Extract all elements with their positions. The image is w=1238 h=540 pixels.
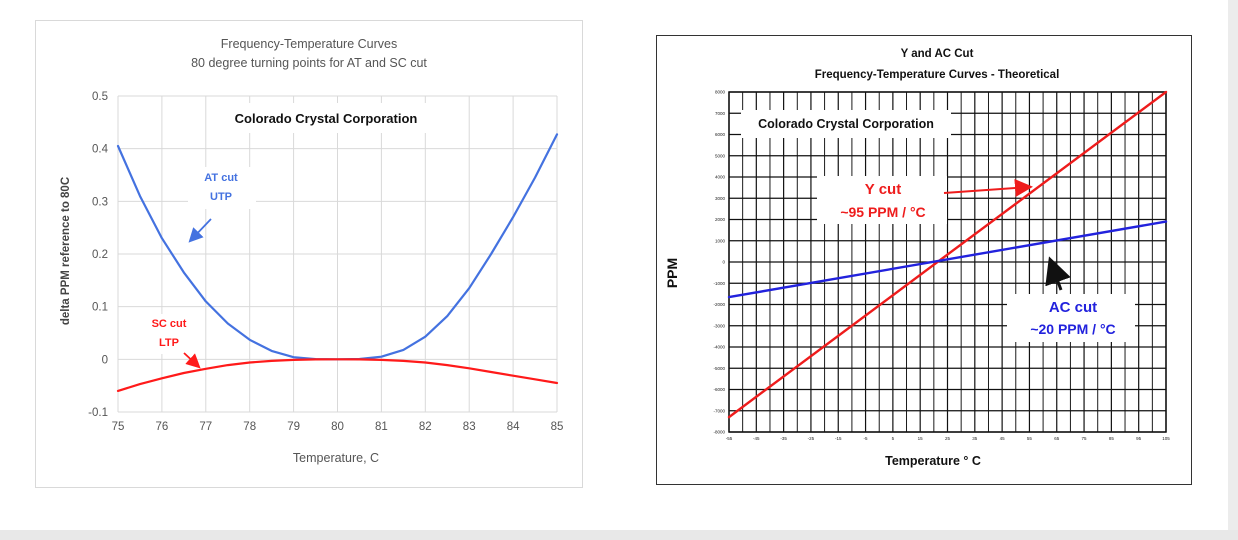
y-cut-pointer-arrow — [943, 179, 1033, 197]
chart1-x-tick-label: 82 — [419, 421, 432, 433]
chart1-x-tick-label: 84 — [507, 421, 520, 433]
ac-cut-label-box — [1007, 294, 1135, 342]
bottom-margin-strip — [0, 530, 1238, 540]
chart2-x-tick-label: -15 — [835, 436, 842, 441]
chart1-x-tick-label: 76 — [156, 421, 169, 433]
sc-cut-ltp-line — [116, 358, 559, 392]
chart2-title: Y and AC Cut — [901, 48, 974, 60]
chart1-x-tick-label: 77 — [199, 421, 212, 433]
chart2-x-tick-label: 45 — [1000, 436, 1006, 441]
at-cut-label-box — [188, 167, 256, 209]
chart1-x-tick-label: 79 — [287, 421, 300, 433]
chart1-series — [116, 133, 559, 392]
chart2-x-tick-label: 35 — [972, 436, 978, 441]
chart2-y-tick-label: -6000 — [713, 387, 725, 392]
chart2-x-tick-label: 65 — [1054, 436, 1060, 441]
sc-cut-pointer-arrow — [183, 352, 201, 369]
chart2-x-tick-label: 55 — [1027, 436, 1033, 441]
chart2-y-tick-label: -7000 — [713, 408, 725, 413]
chart2-x-tick-labels: -55 -45 -35 -25 -15 -5 5 15 25 35 45 55 65 75 85 95 105 — [726, 436, 1171, 441]
chart1-y-tick-label: 0 — [102, 354, 108, 366]
chart2-annotation: Colorado Crystal Corporation — [758, 117, 934, 131]
chart2-gridlines — [728, 91, 1167, 433]
chart2-x-tick-label: -5 — [864, 436, 868, 441]
at-sc-chart: Frequency-Temperature Curves 80 degree t… — [60, 37, 564, 465]
chart2-y-tick-label: -4000 — [713, 345, 725, 350]
chart1-x-tick-label: 83 — [463, 421, 476, 433]
chart2-x-tick-label: -45 — [753, 436, 760, 441]
ac-cut-pointer-arrow — [1045, 256, 1071, 291]
chart1-annotation-box — [214, 103, 438, 133]
chart2-y-tick-label: -8000 — [713, 430, 725, 435]
chart1-x-tick-label: 85 — [551, 421, 564, 433]
ac-cut-label-line1: AC cut — [1049, 299, 1097, 316]
y-ac-chart: Y and AC Cut Frequency-Temperature Curve… — [664, 48, 1171, 468]
chart2-series — [727, 90, 1168, 419]
at-cut-label-line2: UTP — [210, 191, 232, 203]
chart2-y-tick-label: -5000 — [713, 366, 725, 371]
y-ac-chart-panel: Y and AC Cut Frequency-Temperature Curve… — [656, 35, 1192, 485]
y-cut-label-line2: ~95 PPM / °C — [840, 204, 925, 220]
chart2-x-tick-label: -25 — [808, 436, 815, 441]
chart1-y-tick-label: 0.5 — [92, 91, 108, 103]
chart2-x-tick-label: 5 — [892, 436, 895, 441]
chart1-x-tick-labels: 75 76 77 78 79 80 81 82 83 84 85 — [112, 421, 564, 433]
chart1-x-tick-label: 78 — [243, 421, 256, 433]
chart2-x-axis-title: Temperature ° C — [885, 454, 981, 468]
sc-cut-label-line1: SC cut — [152, 318, 187, 330]
right-margin-strip — [1228, 0, 1238, 540]
chart2-y-tick-label: -3000 — [713, 323, 725, 328]
chart1-y-tick-label: 0.1 — [92, 302, 108, 314]
sc-cut-label-line2: LTP — [159, 337, 179, 349]
chart2-y-tick-label: -1000 — [713, 281, 725, 286]
chart1-x-axis-title: Temperature, C — [293, 451, 379, 465]
chart2-x-tick-label: 75 — [1082, 436, 1088, 441]
chart2-y-tick-labels: -8000 -7000 -6000 -5000 -4000 -3000 -2000 -1000… — [713, 90, 725, 435]
chart2-x-tick-label: 85 — [1109, 436, 1115, 441]
chart1-x-tick-label: 81 — [375, 421, 388, 433]
chart1-title: Frequency-Temperature Curves — [221, 37, 397, 51]
ac-cut-line — [727, 220, 1168, 299]
chart2-y-tick-label: 6000 — [715, 132, 726, 137]
y-cut-label-line1: Y cut — [865, 181, 901, 198]
chart2-x-tick-label: 25 — [945, 436, 951, 441]
chart2-x-tick-label: 15 — [918, 436, 924, 441]
y-cut-line — [727, 90, 1168, 419]
chart2-y-tick-label: 5000 — [715, 153, 726, 158]
chart1-y-tick-label: 0.2 — [92, 249, 108, 261]
chart1-y-tick-label: -0.1 — [88, 407, 108, 419]
y-cut-label-box — [817, 176, 947, 224]
chart2-x-tick-label: -35 — [780, 436, 787, 441]
chart1-y-tick-labels: -0.1 0 0.1 0.2 0.3 0.4 0.5 — [88, 91, 108, 419]
chart2-y-tick-label: 2000 — [715, 217, 726, 222]
chart2-y-tick-label: 8000 — [715, 90, 726, 95]
at-cut-label-line1: AT cut — [204, 172, 238, 184]
chart2-y-axis-title: PPM — [664, 258, 680, 288]
at-cut-pointer-arrow — [188, 218, 212, 243]
chart2-y-tick-label: 0 — [722, 260, 725, 265]
chart1-annotation: Colorado Crystal Corporation — [235, 111, 418, 126]
chart2-annotation-box — [741, 110, 951, 138]
chart2-y-tick-label: 1000 — [715, 238, 726, 243]
chart2-y-tick-label: 4000 — [715, 175, 726, 180]
chart2-subtitle: Frequency-Temperature Curves - Theoretic… — [815, 69, 1060, 81]
chart1-subtitle: 80 degree turning points for AT and SC c… — [191, 56, 427, 70]
chart1-y-axis-title: delta PPM reference to 80C — [60, 177, 72, 325]
chart2-x-tick-label: 105 — [1162, 436, 1170, 441]
chart2-y-tick-label: 3000 — [715, 196, 726, 201]
chart1-x-tick-label: 80 — [331, 421, 344, 433]
at-sc-chart-panel: Frequency-Temperature Curves 80 degree t… — [35, 20, 583, 488]
chart2-y-tick-label: -2000 — [713, 302, 725, 307]
chart1-y-tick-label: 0.4 — [92, 144, 109, 156]
chart2-x-tick-label: 95 — [1136, 436, 1142, 441]
sc-cut-label-box — [136, 314, 202, 354]
chart1-y-tick-label: 0.3 — [92, 196, 108, 208]
chart2-y-tick-label: 7000 — [715, 111, 726, 116]
ac-cut-label-line2: ~20 PPM / °C — [1030, 321, 1115, 337]
chart2-x-tick-label: -55 — [726, 436, 733, 441]
chart1-x-tick-label: 75 — [112, 421, 125, 433]
